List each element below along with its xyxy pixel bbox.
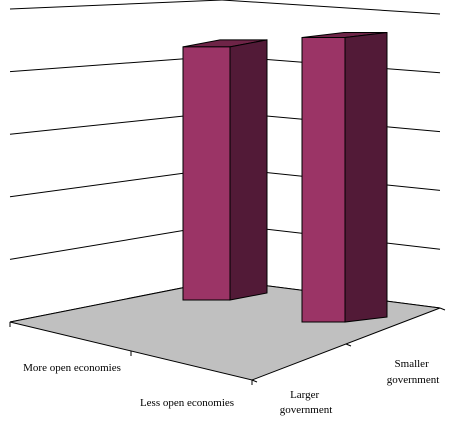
depth-label-less-open: Less open economies	[140, 397, 234, 409]
depth-label-more-open: More open economies	[23, 362, 121, 374]
width-axis-tick	[251, 379, 258, 383]
bar-front	[301, 37, 346, 323]
bar-side	[344, 31, 388, 323]
bars	[182, 31, 388, 323]
width-axis-tick	[345, 343, 352, 347]
gridline-left	[9, 0, 223, 10]
width-axis-tick	[439, 307, 446, 311]
bar-side	[229, 39, 268, 301]
gridline-right	[221, 0, 441, 15]
bar-front	[182, 46, 231, 301]
width-label-larger-government: Larger government	[280, 389, 333, 416]
width-label-smaller-government: Smaller government	[387, 358, 440, 386]
